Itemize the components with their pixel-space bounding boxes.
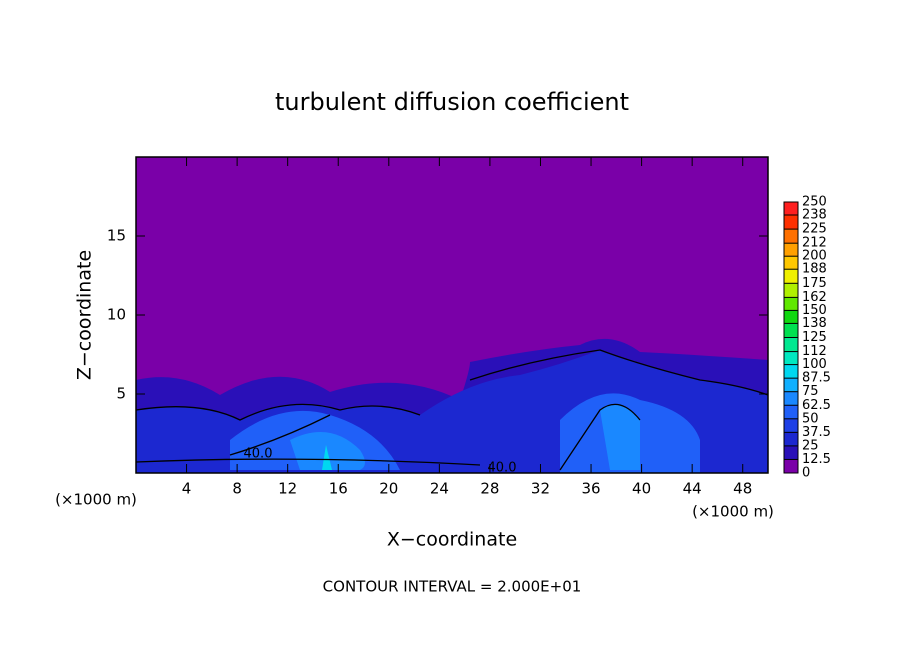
colorbar-swatch xyxy=(784,378,798,392)
colorbar-label: 175 xyxy=(802,276,827,291)
field-region xyxy=(322,445,332,470)
colorbar-swatch xyxy=(784,202,798,216)
colorbar-label: 138 xyxy=(802,316,827,331)
colorbar-swatch xyxy=(784,391,798,406)
colorbar-swatch xyxy=(784,432,798,446)
colorbar-label: 250 xyxy=(802,195,827,210)
x-tick-label: 44 xyxy=(683,480,702,498)
colorbar-label: 200 xyxy=(802,249,827,264)
colorbar-swatch xyxy=(784,310,798,324)
colorbar-label: 100 xyxy=(802,357,827,372)
x-tick-label: 32 xyxy=(531,480,550,498)
colorbar-label: 112 xyxy=(802,344,827,359)
contour-label: 40.0 xyxy=(488,461,517,476)
colorbar-label: 25 xyxy=(802,438,819,453)
x-unit-label: (×1000 m) xyxy=(692,503,774,521)
colorbar-swatch xyxy=(784,323,798,338)
colorbar-swatch xyxy=(784,243,798,257)
contour-label: 40.0 xyxy=(244,447,273,462)
colorbar-label: 87.5 xyxy=(802,371,831,386)
colorbar-swatch xyxy=(784,351,798,365)
y-tick-label: 15 xyxy=(107,227,126,245)
x-tick-label: 24 xyxy=(430,480,449,498)
colorbar-label: 37.5 xyxy=(802,425,831,440)
x-tick-label: 28 xyxy=(480,480,499,498)
x-tick-label: 12 xyxy=(278,480,297,498)
colorbar-swatch xyxy=(784,459,798,473)
colorbar-label: 238 xyxy=(802,208,827,223)
x-tick-label: 36 xyxy=(581,480,600,498)
colorbar-label: 188 xyxy=(802,262,827,277)
colorbar-label: 12.5 xyxy=(802,452,831,467)
colorbar-swatch xyxy=(784,229,798,244)
chart-title: turbulent diffusion coefficient xyxy=(275,88,629,116)
x-tick-label: 20 xyxy=(379,480,398,498)
colorbar-label: 162 xyxy=(802,290,827,305)
contour-line xyxy=(135,349,769,471)
colorbar-swatch xyxy=(784,418,798,433)
colorbar-swatch xyxy=(784,256,798,270)
colorbar-swatch xyxy=(784,297,798,311)
colorbar-swatch xyxy=(784,337,798,352)
y-axis-label: Z−coordinate xyxy=(74,250,96,380)
colorbar-swatch xyxy=(784,364,798,379)
colorbar-swatch xyxy=(784,215,798,230)
colorbar-label: 225 xyxy=(802,222,827,237)
x-axis-label: X−coordinate xyxy=(387,529,517,551)
colorbar-swatch xyxy=(784,405,798,419)
colorbar-label: 0 xyxy=(802,466,810,481)
y-tick-label: 5 xyxy=(116,385,126,403)
colorbar-swatch xyxy=(784,445,798,460)
footnote: CONTOUR INTERVAL = 2.000E+01 xyxy=(323,578,582,596)
x-tick-label: 40 xyxy=(632,480,651,498)
y-unit-label: (×1000 m) xyxy=(55,491,137,509)
field xyxy=(135,157,769,473)
colorbar-label: 62.5 xyxy=(802,398,831,413)
x-tick-label: 16 xyxy=(329,480,348,498)
x-tick-label: 8 xyxy=(232,480,242,498)
colorbar-label: 50 xyxy=(802,411,819,426)
colorbar-label: 212 xyxy=(802,236,827,251)
colorbar-label: 75 xyxy=(802,384,819,399)
y-tick-label: 10 xyxy=(107,306,126,324)
colorbar-swatch xyxy=(784,283,798,298)
colorbar-label: 125 xyxy=(802,330,827,345)
x-tick-label: 48 xyxy=(733,480,752,498)
x-tick-label: 4 xyxy=(182,480,192,498)
colorbar-label: 150 xyxy=(802,303,827,318)
colorbar-swatch xyxy=(784,269,798,284)
